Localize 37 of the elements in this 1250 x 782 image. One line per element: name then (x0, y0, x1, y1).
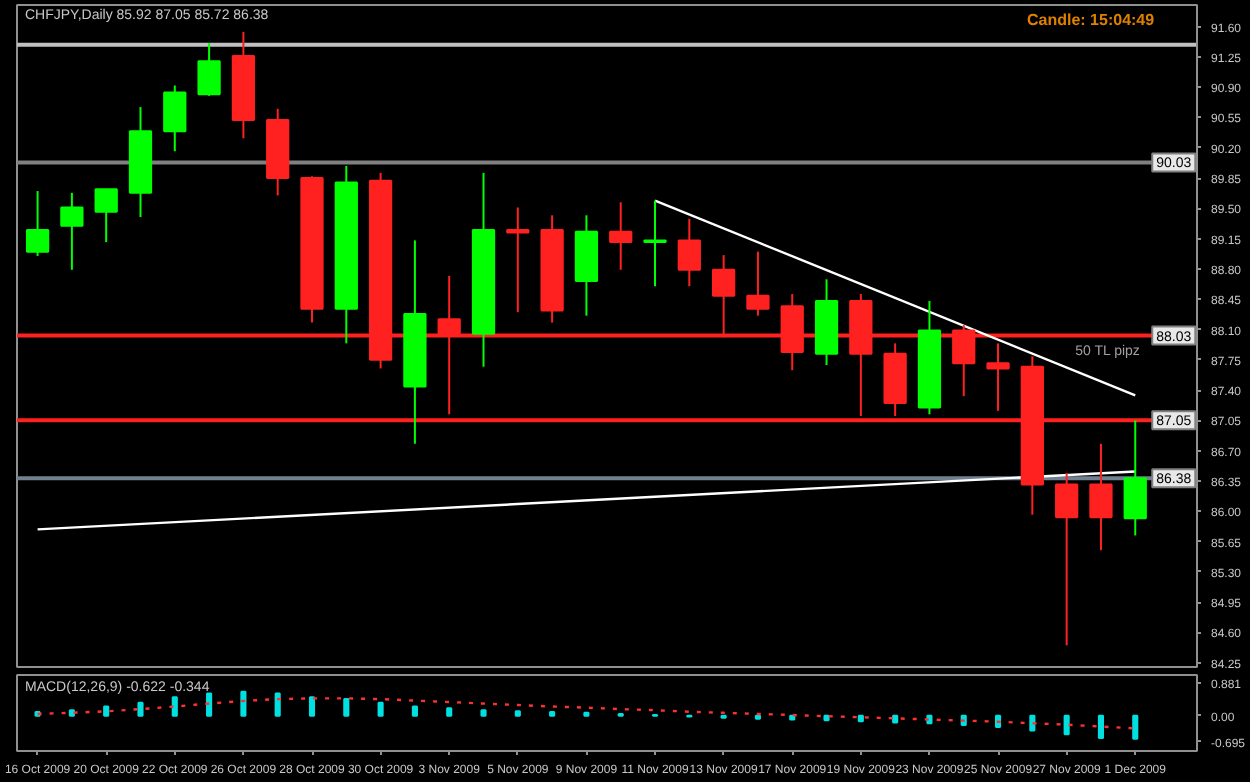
candlestick (506, 206, 530, 314)
bar (206, 692, 213, 717)
bar (411, 705, 418, 717)
bar (343, 698, 350, 717)
bar (377, 701, 384, 717)
candlestick (746, 250, 770, 317)
candlestick (94, 188, 118, 244)
bar (1063, 714, 1070, 736)
bar (240, 690, 247, 717)
bar (68, 709, 75, 717)
candlestick (677, 217, 701, 288)
annotation: Candle: 15:04:49 (1027, 11, 1156, 29)
candlestick (60, 191, 84, 271)
bar (103, 705, 110, 717)
candlestick (25, 190, 50, 257)
bar (514, 710, 521, 717)
bar (1097, 714, 1105, 740)
candlestick (609, 201, 633, 271)
candlestick (1055, 472, 1079, 647)
candlestick (643, 199, 667, 288)
bar (171, 696, 178, 717)
bar (308, 696, 316, 717)
bar (857, 714, 864, 723)
bar (823, 714, 830, 722)
bar (137, 701, 144, 717)
bar (892, 714, 899, 724)
bar (274, 692, 281, 717)
candlestick (986, 342, 1010, 412)
line-series (36, 697, 1137, 730)
bar (446, 707, 453, 717)
candlestick (163, 84, 187, 153)
bar (480, 709, 487, 717)
bar (1132, 714, 1139, 740)
candlestick (1089, 442, 1113, 552)
bar (1029, 714, 1036, 732)
candlestick (1123, 419, 1147, 537)
candlestick (197, 42, 221, 97)
